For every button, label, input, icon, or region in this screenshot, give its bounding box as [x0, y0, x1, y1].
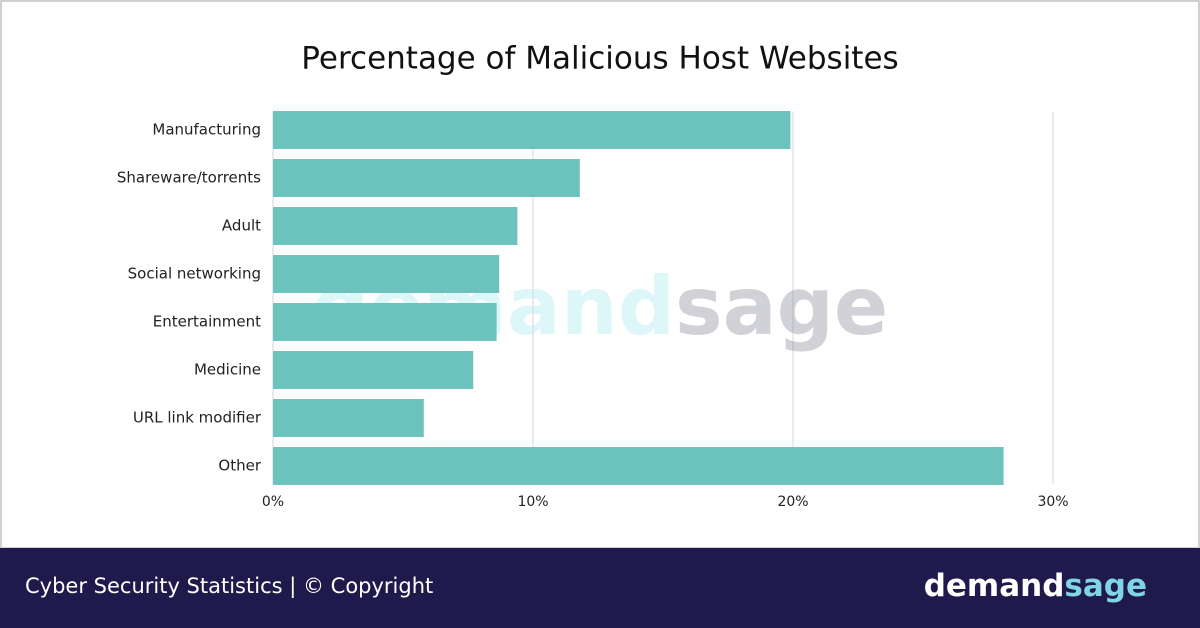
bar	[273, 447, 1004, 485]
bar	[273, 255, 500, 293]
bar	[273, 111, 791, 149]
logo-part: demand	[924, 568, 1065, 604]
bar	[273, 399, 424, 437]
y-tick-label: Other	[218, 457, 261, 475]
bar	[273, 351, 474, 389]
watermark-part: sage	[675, 260, 888, 353]
footer-band	[0, 548, 1200, 628]
bar	[273, 303, 497, 341]
x-tick-label: 0%	[262, 494, 284, 510]
footer-logo: demandsage	[924, 568, 1147, 604]
y-tick-label: Shareware/torrents	[117, 169, 261, 187]
y-tick-label: URL link modifier	[133, 409, 262, 427]
bar	[273, 159, 580, 197]
x-tick-label: 10%	[517, 494, 548, 510]
x-tick-label: 30%	[1037, 494, 1068, 510]
y-tick-label: Manufacturing	[152, 121, 261, 139]
x-tick-label: 20%	[777, 494, 808, 510]
bar	[273, 207, 518, 245]
y-tick-label: Adult	[222, 217, 261, 235]
y-tick-label: Social networking	[128, 265, 261, 283]
logo-part: sage	[1064, 568, 1147, 604]
y-tick-label: Entertainment	[153, 313, 261, 331]
chart-title: Percentage of Malicious Host Websites	[301, 41, 898, 77]
footer-caption: Cyber Security Statistics | © Copyright	[25, 574, 433, 599]
y-tick-label: Medicine	[194, 361, 261, 379]
